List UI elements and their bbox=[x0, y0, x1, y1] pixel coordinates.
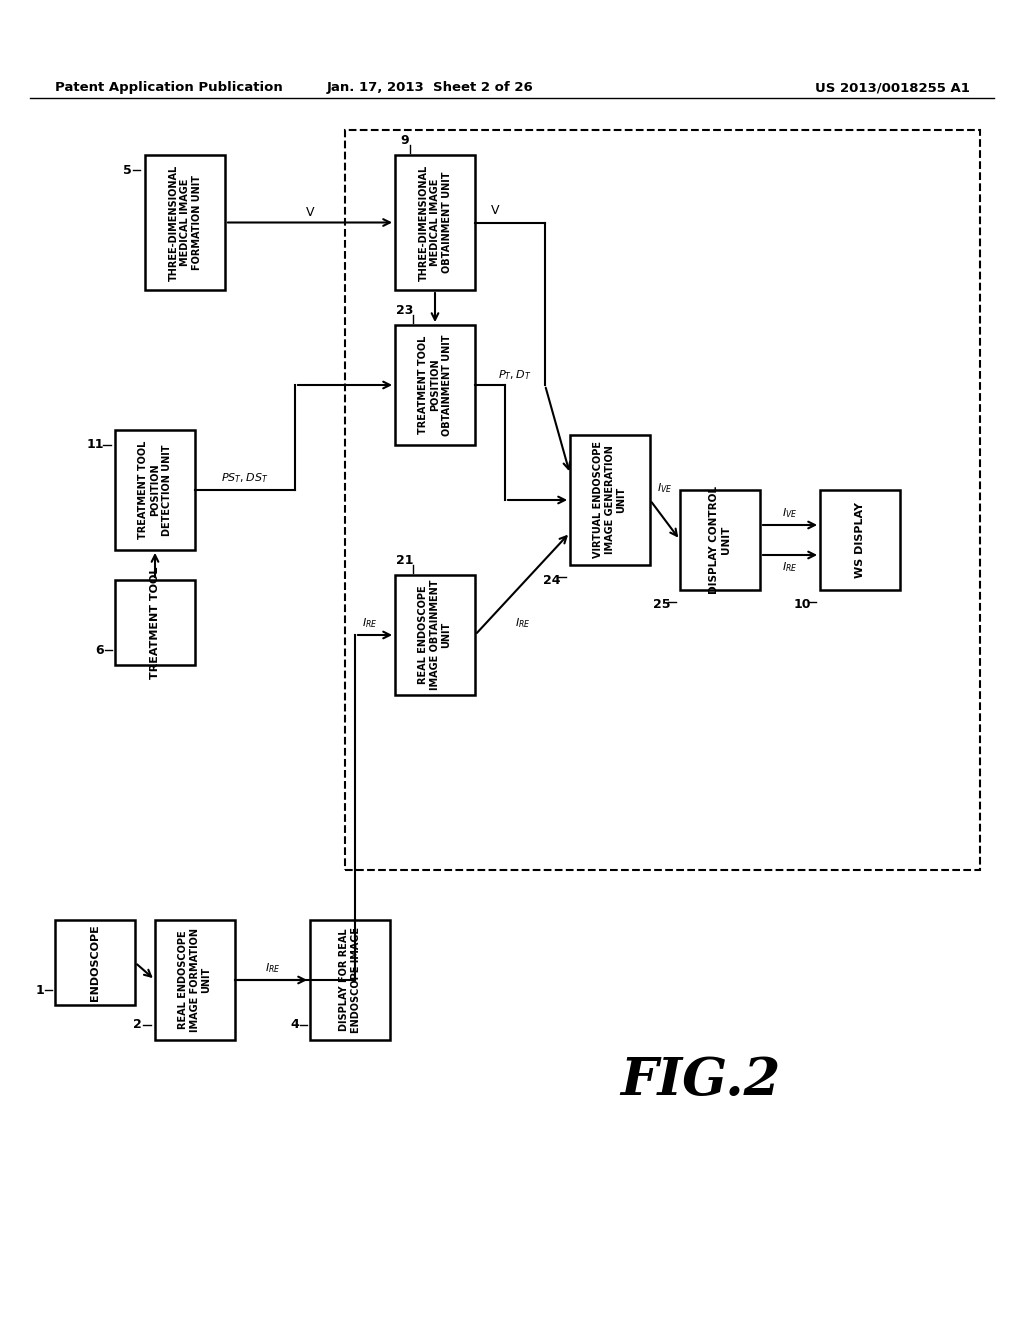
Text: 6: 6 bbox=[95, 644, 104, 656]
Bar bbox=[395, 576, 475, 696]
Bar bbox=[395, 325, 475, 445]
Text: 11: 11 bbox=[86, 438, 103, 451]
Text: 5: 5 bbox=[123, 164, 131, 177]
Text: 1: 1 bbox=[36, 983, 44, 997]
Bar bbox=[680, 490, 760, 590]
Bar bbox=[395, 154, 475, 290]
Text: DISPLAY CONTROL
UNIT: DISPLAY CONTROL UNIT bbox=[710, 486, 731, 594]
Text: VIRTUAL ENDOSCOPE
IMAGE GENERATION
UNIT: VIRTUAL ENDOSCOPE IMAGE GENERATION UNIT bbox=[593, 441, 627, 558]
Text: 25: 25 bbox=[653, 598, 671, 611]
Text: V: V bbox=[490, 205, 500, 216]
Text: 2: 2 bbox=[133, 1019, 141, 1031]
Bar bbox=[570, 436, 650, 565]
Text: 24: 24 bbox=[544, 573, 561, 586]
Text: ENDOSCOPE: ENDOSCOPE bbox=[90, 924, 100, 1001]
Text: $I_{RE}$: $I_{RE}$ bbox=[362, 616, 378, 630]
Bar bbox=[55, 920, 135, 1005]
Text: 21: 21 bbox=[396, 553, 414, 566]
Text: REAL ENDOSCOPE
IMAGE FORMATION
UNIT: REAL ENDOSCOPE IMAGE FORMATION UNIT bbox=[178, 928, 212, 1032]
Bar bbox=[145, 154, 225, 290]
Text: V: V bbox=[306, 206, 314, 219]
Text: 23: 23 bbox=[396, 304, 414, 317]
Text: $I_{VE}$: $I_{VE}$ bbox=[782, 506, 798, 520]
Bar bbox=[155, 920, 234, 1040]
Text: DISPLAY FOR REAL
ENDOSCOPE IMAGE: DISPLAY FOR REAL ENDOSCOPE IMAGE bbox=[339, 927, 360, 1034]
Text: US 2013/0018255 A1: US 2013/0018255 A1 bbox=[815, 82, 970, 95]
Text: 4: 4 bbox=[291, 1019, 299, 1031]
Text: WS DISPLAY: WS DISPLAY bbox=[855, 502, 865, 578]
Text: Patent Application Publication: Patent Application Publication bbox=[55, 82, 283, 95]
Text: THREE-DIMENSIONAL
MEDICAL IMAGE
OBTAINMENT UNIT: THREE-DIMENSIONAL MEDICAL IMAGE OBTAINME… bbox=[419, 165, 452, 281]
Text: 9: 9 bbox=[400, 133, 410, 147]
Bar bbox=[115, 430, 195, 550]
Bar bbox=[310, 920, 390, 1040]
Bar bbox=[345, 129, 980, 870]
Text: Jan. 17, 2013  Sheet 2 of 26: Jan. 17, 2013 Sheet 2 of 26 bbox=[327, 82, 534, 95]
Text: THREE-DIMENSIONAL
MEDICAL IMAGE
FORMATION UNIT: THREE-DIMENSIONAL MEDICAL IMAGE FORMATIO… bbox=[168, 165, 202, 281]
Text: $P_T,D_T$: $P_T,D_T$ bbox=[499, 368, 531, 381]
Text: $I_{VE}$: $I_{VE}$ bbox=[657, 480, 673, 495]
Text: $I_{RE}$: $I_{RE}$ bbox=[515, 616, 530, 630]
Text: FIG.2: FIG.2 bbox=[620, 1055, 780, 1106]
Bar bbox=[115, 579, 195, 665]
Text: TREATMENT TOOL
POSITION
DETECTION UNIT: TREATMENT TOOL POSITION DETECTION UNIT bbox=[138, 441, 172, 539]
Text: $I_{RE}$: $I_{RE}$ bbox=[782, 560, 798, 574]
Text: REAL ENDOSCOPE
IMAGE OBTAINMENT
UNIT: REAL ENDOSCOPE IMAGE OBTAINMENT UNIT bbox=[419, 579, 452, 690]
Text: 10: 10 bbox=[794, 598, 811, 611]
Bar bbox=[820, 490, 900, 590]
Text: TREATMENT TOOL
POSITION
OBTAINMENT UNIT: TREATMENT TOOL POSITION OBTAINMENT UNIT bbox=[419, 334, 452, 436]
Text: TREATMENT TOOL: TREATMENT TOOL bbox=[150, 566, 160, 678]
Text: $I_{RE}$: $I_{RE}$ bbox=[265, 961, 281, 975]
Text: $PS_T,DS_T$: $PS_T,DS_T$ bbox=[221, 471, 268, 484]
